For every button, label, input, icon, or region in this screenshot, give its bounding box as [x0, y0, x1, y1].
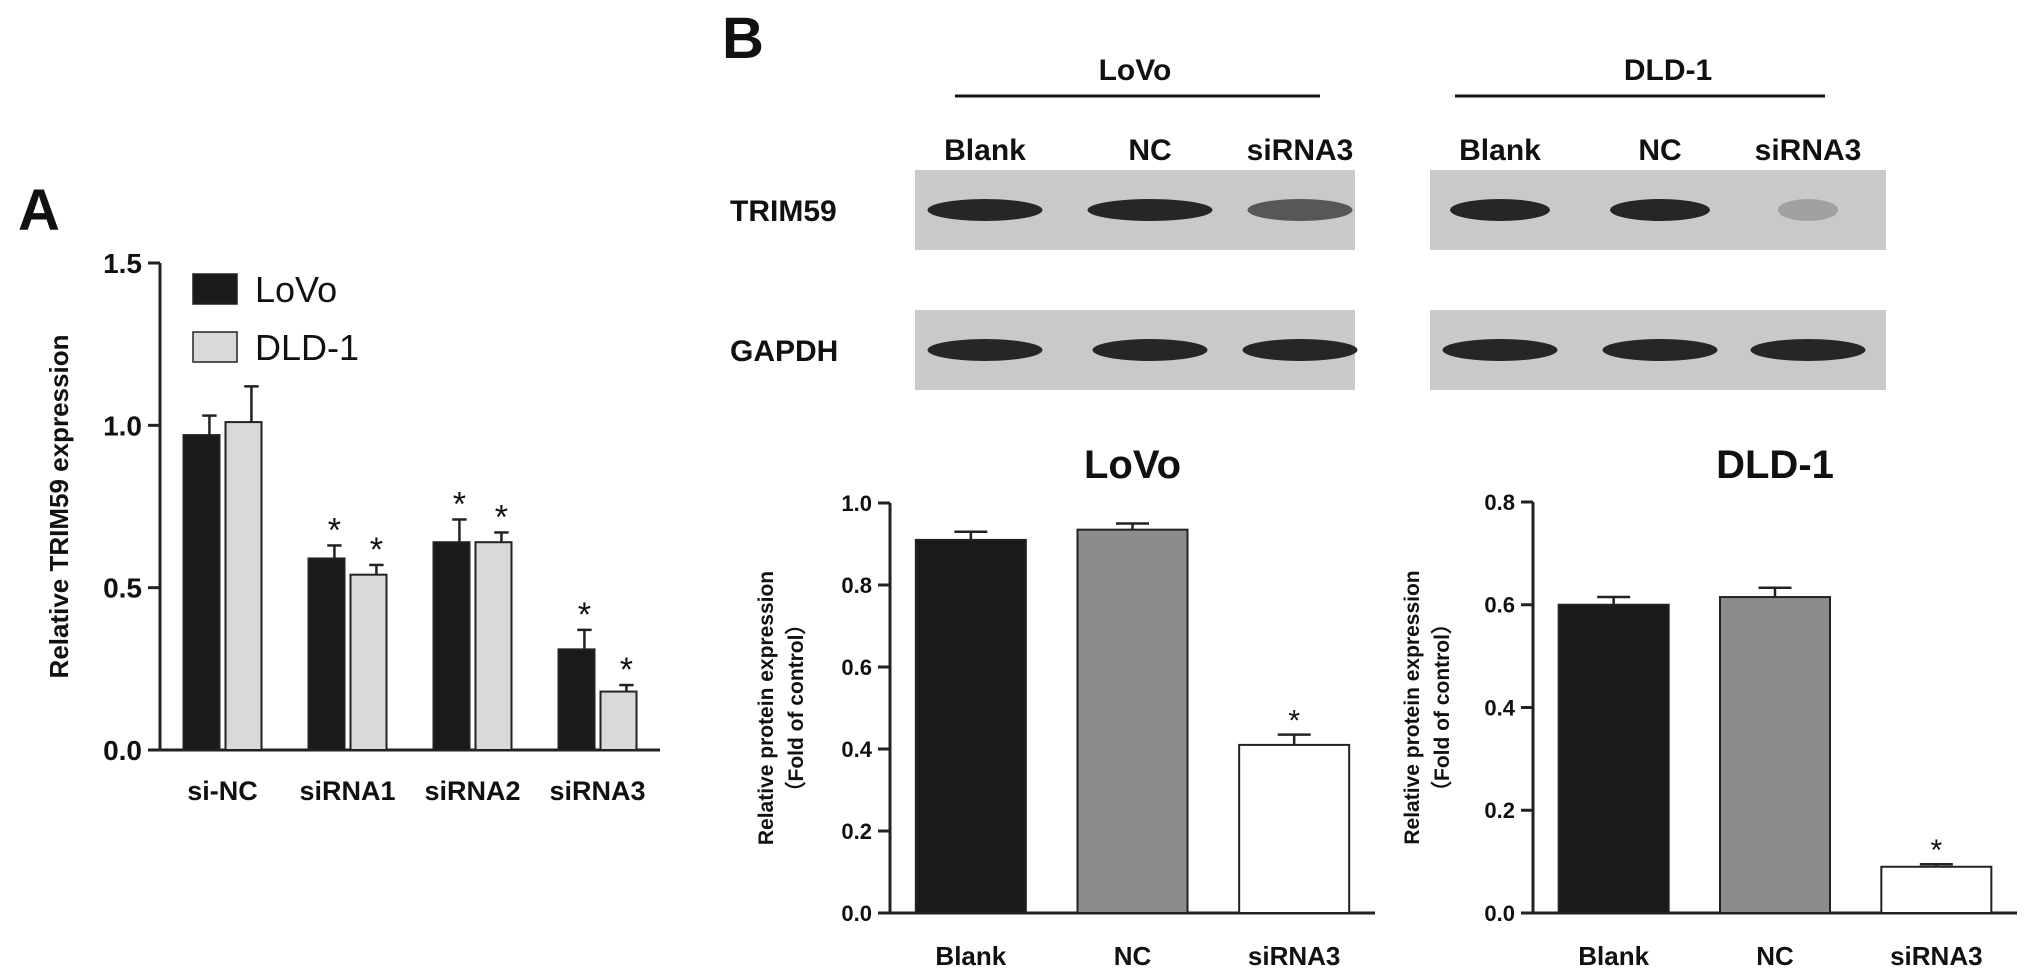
blot-band: [1778, 199, 1838, 221]
bar: [1238, 743, 1351, 915]
bar: [1076, 528, 1189, 915]
y-tick-label: 0.8: [841, 573, 872, 598]
bar: [1719, 596, 1831, 914]
blot-band: [927, 199, 1043, 221]
y-tick-label: 1.0: [841, 491, 872, 516]
blot-band: [1242, 339, 1358, 361]
y-tick-label: 0.8: [1484, 490, 1515, 515]
y-axis-title: Relative TRIM59 expression: [44, 335, 74, 679]
x-tick-label: NC: [1114, 941, 1152, 971]
x-tick-label: siRNA3: [1890, 941, 1982, 971]
significance-star: *: [328, 511, 341, 549]
bar: [557, 648, 596, 751]
x-tick-label: siRNA1: [299, 776, 395, 806]
significance-star: *: [1288, 705, 1300, 738]
bar: [1880, 865, 1993, 915]
y-tick-label: 0.2: [1484, 798, 1515, 823]
y-tick-label: 0.4: [841, 737, 872, 762]
significance-star: *: [453, 485, 466, 523]
blot-lane-label: NC: [1638, 134, 1681, 167]
blot-lane-label: NC: [1128, 134, 1171, 167]
chart-b-lovo: 0.0 0.2 0.4 0.6 0.8 1.0 Relative protein expre…: [755, 443, 1375, 971]
blot-row-label: GAPDH: [730, 335, 838, 368]
bar: [1557, 603, 1670, 914]
y-tick-label: 1.0: [103, 410, 142, 441]
y-tick-label: 0.2: [841, 819, 872, 844]
y-tick-label: 0.6: [1484, 593, 1515, 618]
y-axis-title-unit: （Fold of control）: [784, 614, 808, 803]
significance-star: *: [620, 651, 633, 689]
y-axis-title: Relative protein expression: [1401, 570, 1424, 844]
blot-lane-label: siRNA3: [1755, 134, 1862, 167]
y-axis-title: Relative protein expression: [755, 571, 778, 845]
y-tick-label: 0.0: [841, 901, 872, 926]
y-tick-label: 0.0: [1484, 901, 1515, 926]
blot-lane-label: Blank: [1459, 134, 1541, 167]
panel-a-letter: A: [18, 178, 60, 243]
legend-label: DLD-1: [255, 327, 359, 368]
y-tick-label: 0.5: [103, 573, 142, 604]
legend-label: LoVo: [255, 269, 337, 310]
bar: [307, 557, 346, 751]
blot-row-label: TRIM59: [730, 195, 837, 228]
blot-band: [1092, 339, 1208, 361]
x-tick-label: si-NC: [187, 776, 258, 806]
y-tick-label: 0.6: [841, 655, 872, 680]
blot-lane-label: siRNA3: [1247, 134, 1354, 167]
bar: [599, 690, 638, 751]
x-tick-label: NC: [1756, 941, 1794, 971]
blot-band: [1602, 339, 1718, 361]
x-tick-label: siRNA3: [549, 776, 645, 806]
y-tick-label: 0.4: [1484, 695, 1515, 720]
bar: [182, 434, 221, 751]
chart-b-dld1: 0.0 0.2 0.4 0.6 0.8 Relative protein expressi…: [1401, 443, 2017, 971]
western-blot: LoVo Blank NC siRNA3 DLD-1 Blank NC siRNA3 TRIM5…: [730, 54, 1886, 390]
x-tick-label: siRNA3: [1248, 941, 1340, 971]
chart-title: DLD-1: [1716, 443, 1834, 487]
blot-band: [927, 339, 1043, 361]
blot-group-title: LoVo: [1099, 54, 1172, 87]
blot-band: [1750, 339, 1866, 361]
blot-band: [1442, 339, 1558, 361]
blot-group-title: DLD-1: [1624, 54, 1712, 87]
significance-star: *: [370, 531, 383, 569]
y-tick-label: 1.5: [103, 248, 142, 279]
bar: [914, 538, 1027, 915]
bar: [432, 541, 471, 751]
bar: [474, 541, 513, 751]
x-tick-label: Blank: [935, 941, 1006, 971]
x-tick-label: siRNA2: [424, 776, 520, 806]
significance-star: *: [578, 596, 591, 634]
chart-title: LoVo: [1084, 443, 1181, 487]
blot-band: [1450, 199, 1550, 221]
panel-b-letter: B: [722, 6, 764, 71]
significance-star: *: [1930, 834, 1942, 867]
bar: [349, 573, 388, 751]
y-axis-title-unit: （Fold of control）: [1430, 613, 1454, 802]
blot-lane-label: Blank: [944, 134, 1026, 167]
y-tick-label: 0.0: [103, 735, 142, 766]
blot-band: [1247, 199, 1353, 221]
blot-band: [1087, 199, 1213, 221]
bar: [224, 421, 263, 751]
chart-a: 0.0 0.5 1.0 1.5 Relative TRIM59 expression si…: [44, 248, 660, 806]
legend-swatch: [192, 273, 238, 305]
x-tick-label: Blank: [1578, 941, 1649, 971]
legend-swatch: [192, 331, 238, 363]
significance-star: *: [495, 498, 508, 536]
blot-band: [1610, 199, 1710, 221]
